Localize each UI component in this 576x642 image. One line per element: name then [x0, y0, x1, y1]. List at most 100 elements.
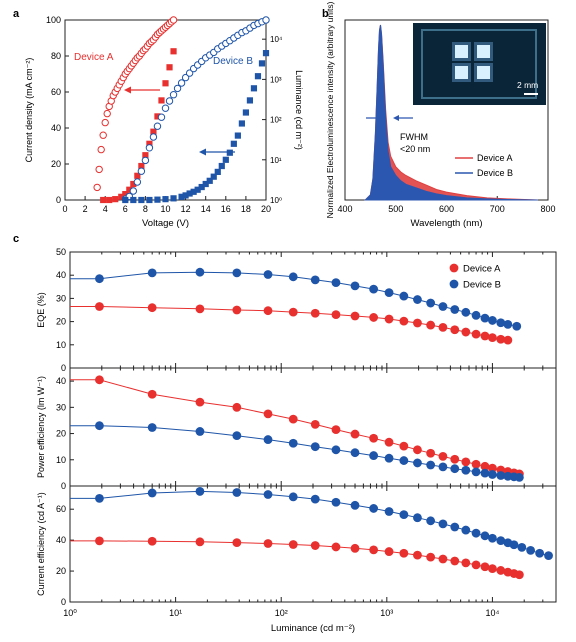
data-point-a: [450, 556, 460, 566]
data-point-luminance: [234, 132, 241, 139]
x-tick-label: 500: [388, 204, 403, 214]
data-point-luminance: [194, 186, 201, 193]
data-point-b: [232, 268, 242, 278]
data-point-current: [95, 165, 103, 174]
data-point-a: [331, 542, 341, 552]
data-point-b: [399, 291, 409, 301]
data-point-b: [426, 460, 436, 470]
data-point-luminance: [134, 172, 141, 179]
data-point-luminance: [122, 191, 129, 198]
data-point-a: [147, 536, 157, 546]
data-point-a: [384, 314, 394, 324]
data-point-current: [149, 133, 158, 141]
data-point-a: [450, 325, 460, 335]
data-point-luminance: [162, 80, 169, 87]
y-tick-label: 20: [56, 429, 66, 439]
data-point-a: [438, 554, 448, 564]
data-point-b: [413, 295, 422, 304]
data-point-luminance: [166, 64, 173, 71]
data-point-luminance: [206, 177, 213, 184]
data-point-luminance: [242, 109, 249, 116]
x-tick-label: 600: [439, 204, 454, 214]
y-tick-label: 30: [56, 402, 66, 412]
data-point-b: [263, 435, 273, 444]
legend-marker: [449, 279, 459, 289]
data-point-b: [488, 316, 497, 325]
data-point-a: [310, 419, 320, 429]
data-point-b: [331, 278, 341, 288]
fwhm-arrowhead-right: [393, 115, 399, 121]
data-point-luminance: [246, 97, 254, 104]
data-point-luminance: [154, 113, 161, 120]
data-point-luminance: [218, 162, 225, 170]
legend-label: Device A: [477, 153, 513, 163]
arrowhead-device-a: [124, 86, 131, 94]
data-point-b: [450, 522, 460, 532]
data-point-b: [413, 458, 422, 468]
data-point-current: [97, 145, 105, 154]
data-point-a: [488, 564, 497, 573]
data-point-b: [461, 307, 471, 317]
data-point-b: [350, 281, 360, 291]
data-point-a: [413, 550, 422, 560]
data-point-luminance: [186, 190, 193, 197]
y-tick-label: 40: [56, 270, 66, 280]
data-point-current: [99, 131, 107, 139]
data-point-b: [95, 421, 104, 431]
y-tick-label: 0: [56, 195, 61, 205]
data-point-a: [232, 305, 242, 315]
data-point-a: [310, 308, 320, 318]
data-point-current: [103, 109, 111, 118]
data-point-b: [195, 267, 205, 277]
data-point-current: [161, 104, 170, 112]
data-point-current: [157, 113, 166, 121]
x-tick-label: 6: [123, 204, 128, 214]
data-point-a: [369, 433, 379, 443]
data-point-b: [526, 545, 536, 555]
x-tick-label: 18: [241, 204, 251, 214]
data-point-a: [503, 335, 513, 345]
y-tick-label: 50: [56, 247, 66, 257]
data-point-a: [461, 327, 471, 337]
data-point-luminance: [138, 162, 145, 170]
legend-device-b: Device B: [213, 56, 253, 67]
data-point-a: [426, 320, 436, 330]
data-point-current: [262, 16, 270, 24]
data-point-b: [369, 451, 379, 460]
y-axis-label: Power efficiency (lm W⁻¹): [36, 376, 46, 478]
inset-pixel: [455, 66, 468, 79]
data-point-a: [413, 318, 422, 328]
data-point-luminance: [130, 180, 137, 188]
data-point-b: [399, 456, 409, 465]
panel-label-c: c: [13, 233, 19, 245]
data-point-b: [331, 445, 341, 455]
data-point-b: [331, 497, 341, 507]
data-point-luminance: [100, 196, 107, 204]
y2-tick-label: 10²: [270, 116, 282, 125]
data-point-b: [438, 519, 448, 529]
data-point-b: [503, 319, 513, 329]
y-tick-label: 30: [56, 293, 66, 303]
data-point-luminance: [130, 196, 137, 204]
data-point-current: [165, 97, 174, 105]
y-axis-label: EQE (%): [36, 292, 46, 328]
data-point-b: [535, 548, 545, 558]
data-point-a: [471, 329, 481, 339]
data-point-b: [512, 321, 522, 331]
data-point-b: [514, 472, 524, 482]
data-point-a: [480, 331, 490, 341]
x-tick-label: 700: [490, 204, 505, 214]
data-point-b: [232, 431, 242, 441]
legend-device-a: Device A: [74, 52, 114, 63]
data-point-b: [288, 438, 298, 448]
data-point-a: [310, 541, 320, 550]
legend-label: Device B: [477, 168, 513, 178]
data-point-b: [288, 272, 298, 282]
data-point-luminance: [150, 128, 157, 135]
data-point-b: [426, 516, 436, 526]
data-point-luminance: [118, 193, 125, 200]
data-point-a: [147, 389, 157, 399]
x-tick-label: 8: [143, 204, 148, 214]
x-axis-label: Voltage (V): [142, 218, 189, 229]
